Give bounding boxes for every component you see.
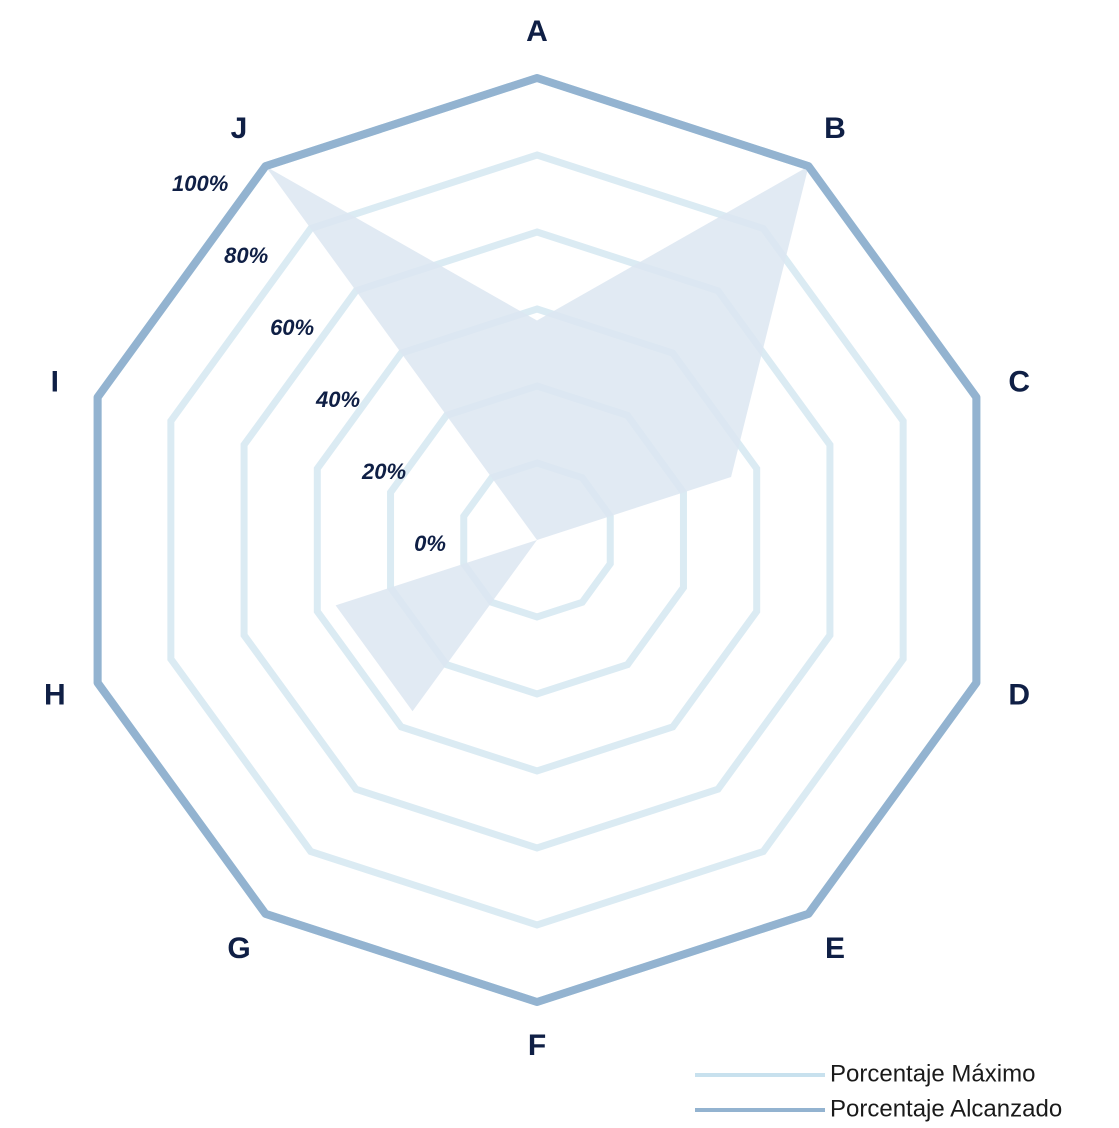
filled-area xyxy=(265,166,809,712)
tick-label: 40% xyxy=(315,387,360,412)
category-label: A xyxy=(526,15,548,48)
grid-ring xyxy=(167,151,907,929)
grid-ring xyxy=(240,228,834,852)
category-label: C xyxy=(1008,365,1030,398)
category-label: F xyxy=(528,1029,546,1062)
category-label: I xyxy=(51,365,59,398)
category-label: D xyxy=(1008,679,1030,712)
category-label: G xyxy=(227,932,250,965)
tick-label: 80% xyxy=(224,243,268,268)
series-line xyxy=(93,74,981,1006)
tick-label: 60% xyxy=(270,315,314,340)
category-label: H xyxy=(44,679,66,712)
legend-label: Porcentaje Alcanzado xyxy=(830,1095,1062,1122)
category-label: E xyxy=(825,932,845,965)
category-label: B xyxy=(824,112,846,145)
category-label: J xyxy=(231,112,248,145)
tick-label: 0% xyxy=(414,531,446,556)
tick-label: 100% xyxy=(172,171,228,196)
tick-label: 20% xyxy=(361,459,406,484)
legend-label: Porcentaje Máximo xyxy=(830,1060,1035,1087)
